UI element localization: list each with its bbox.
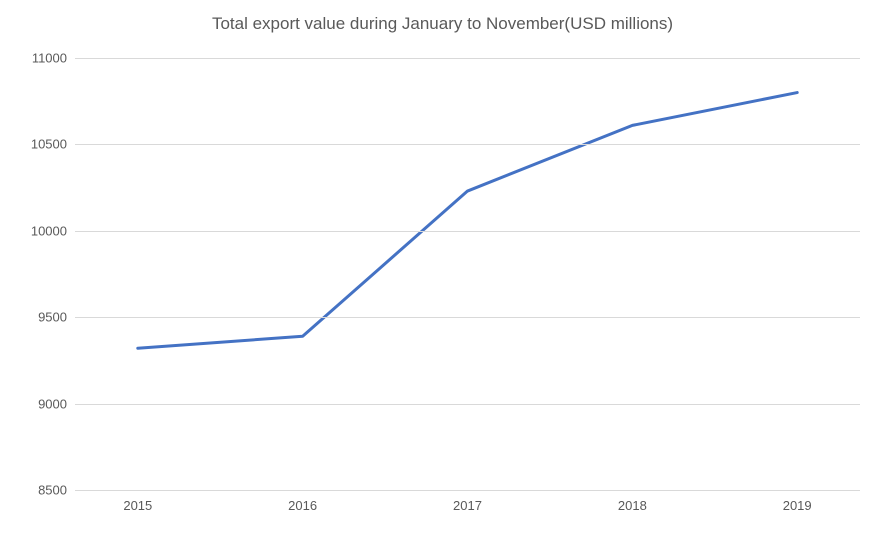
gridline <box>75 144 860 145</box>
y-tick-label: 8500 <box>7 483 67 498</box>
series-line <box>138 93 797 349</box>
x-tick-label: 2016 <box>288 498 317 513</box>
x-tick-label: 2018 <box>618 498 647 513</box>
gridline <box>75 404 860 405</box>
chart-svg <box>75 58 860 490</box>
x-tick-label: 2019 <box>783 498 812 513</box>
gridline <box>75 58 860 59</box>
gridline <box>75 317 860 318</box>
y-tick-label: 10500 <box>7 137 67 152</box>
y-tick-label: 11000 <box>7 51 67 66</box>
x-tick-label: 2015 <box>123 498 152 513</box>
export-chart: Total export value during January to Nov… <box>0 0 885 540</box>
gridline <box>75 231 860 232</box>
x-tick-label: 2017 <box>453 498 482 513</box>
chart-title: Total export value during January to Nov… <box>0 14 885 34</box>
plot-area <box>75 58 860 491</box>
y-tick-label: 10000 <box>7 223 67 238</box>
y-tick-label: 9500 <box>7 310 67 325</box>
y-tick-label: 9000 <box>7 396 67 411</box>
